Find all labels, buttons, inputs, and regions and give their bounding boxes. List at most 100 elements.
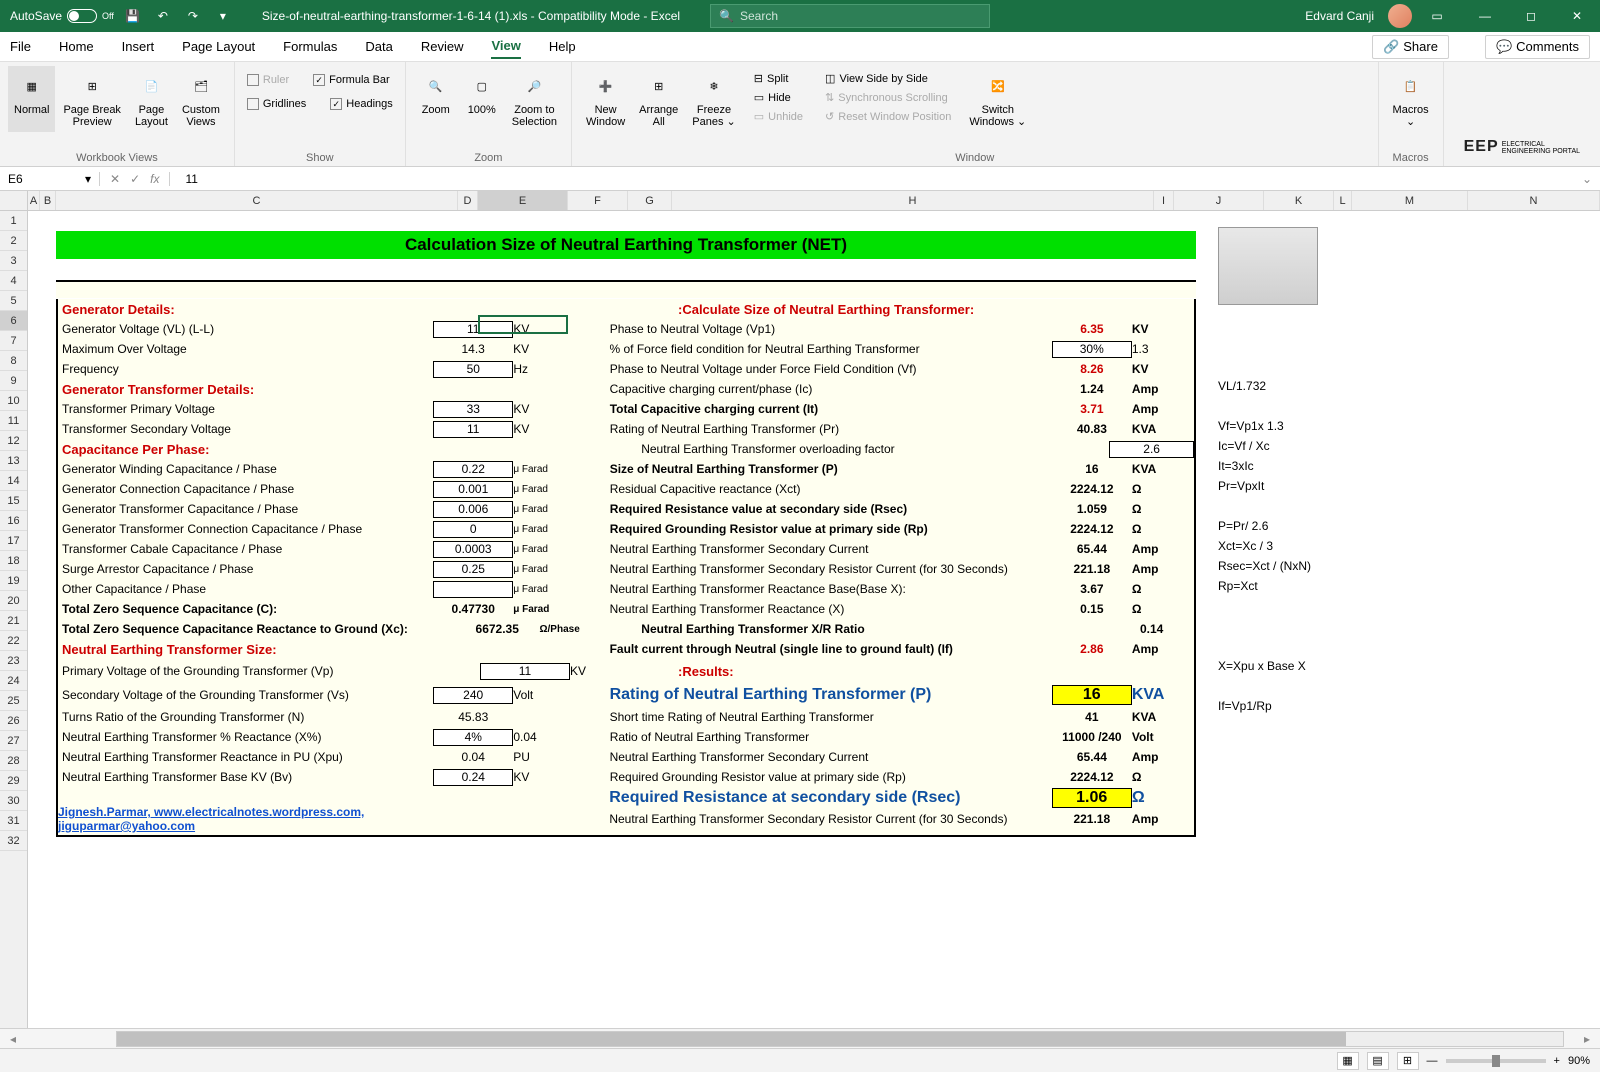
gtc-input[interactable]: 0.006 — [433, 501, 513, 518]
row-4[interactable]: 4 — [0, 271, 27, 291]
menu-page-layout[interactable]: Page Layout — [182, 35, 255, 58]
row-28[interactable]: 28 — [0, 751, 27, 771]
row-25[interactable]: 25 — [0, 691, 27, 711]
overload-factor-input[interactable]: 2.6 — [1109, 441, 1194, 458]
chk-ruler[interactable]: Ruler — [243, 72, 293, 88]
view-page-break[interactable]: ⊞Page Break Preview — [57, 66, 126, 132]
col-J[interactable]: J — [1174, 191, 1264, 210]
col-L[interactable]: L — [1334, 191, 1352, 210]
row-21[interactable]: 21 — [0, 611, 27, 631]
row-13[interactable]: 13 — [0, 451, 27, 471]
gwc-input[interactable]: 0.22 — [433, 461, 513, 478]
gcc-input[interactable]: 0.001 — [433, 481, 513, 498]
name-box[interactable]: E6▾ — [0, 172, 100, 186]
share-button[interactable]: 🔗 Share — [1372, 35, 1449, 59]
sync-scroll[interactable]: ⇅ Synchronous Scrolling — [821, 89, 955, 106]
menu-insert[interactable]: Insert — [122, 35, 155, 58]
minimize-button[interactable]: — — [1462, 0, 1508, 32]
col-I[interactable]: I — [1154, 191, 1174, 210]
split-button[interactable]: ⊟ Split — [750, 70, 807, 87]
view-normal[interactable]: ▦Normal — [8, 66, 55, 132]
search-box[interactable]: 🔍 — [710, 4, 990, 28]
row-19[interactable]: 19 — [0, 571, 27, 591]
col-C[interactable]: C — [56, 191, 458, 210]
col-G[interactable]: G — [628, 191, 672, 210]
cancel-formula-icon[interactable]: ✕ — [110, 172, 120, 186]
view-pagelayout-sb[interactable]: ▤ — [1367, 1052, 1389, 1070]
view-custom[interactable]: 🗂Custom Views — [176, 66, 226, 132]
col-F[interactable]: F — [568, 191, 628, 210]
gtcc-input[interactable]: 0 — [433, 521, 513, 538]
col-A[interactable]: A — [28, 191, 40, 210]
zoom-100[interactable]: ▢100% — [460, 66, 504, 132]
close-button[interactable]: ✕ — [1554, 0, 1600, 32]
menu-review[interactable]: Review — [421, 35, 464, 58]
user-avatar[interactable] — [1388, 4, 1412, 28]
row-30[interactable]: 30 — [0, 791, 27, 811]
select-all-corner[interactable] — [0, 191, 28, 210]
reset-window[interactable]: ↺ Reset Window Position — [821, 108, 955, 125]
menu-data[interactable]: Data — [365, 35, 392, 58]
autosave-toggle[interactable]: AutoSaveOff — [10, 9, 114, 23]
expand-formula-icon[interactable]: ⌄ — [1582, 172, 1600, 186]
row-23[interactable]: 23 — [0, 651, 27, 671]
row-11[interactable]: 11 — [0, 411, 27, 431]
qat-dropdown-icon[interactable]: ▾ — [212, 5, 234, 27]
row-10[interactable]: 10 — [0, 391, 27, 411]
netrx-input[interactable]: 4% — [433, 729, 513, 746]
trans-secondary-input[interactable]: 11 — [433, 421, 513, 438]
row-2[interactable]: 2 — [0, 231, 27, 251]
row-29[interactable]: 29 — [0, 771, 27, 791]
search-input[interactable] — [740, 9, 981, 23]
switch-windows[interactable]: 🔀Switch Windows ⌄ — [963, 66, 1032, 132]
row-8[interactable]: 8 — [0, 351, 27, 371]
menu-help[interactable]: Help — [549, 35, 576, 58]
col-B[interactable]: B — [40, 191, 56, 210]
row-22[interactable]: 22 — [0, 631, 27, 651]
col-D[interactable]: D — [458, 191, 478, 210]
col-E[interactable]: E — [478, 191, 568, 210]
row-9[interactable]: 9 — [0, 371, 27, 391]
zoom-selection[interactable]: 🔎Zoom to Selection — [506, 66, 563, 132]
chk-headings[interactable]: ✓Headings — [326, 96, 396, 112]
new-window[interactable]: ➕New Window — [580, 66, 631, 132]
row-17[interactable]: 17 — [0, 531, 27, 551]
row-16[interactable]: 16 — [0, 511, 27, 531]
chk-formula-bar[interactable]: ✓Formula Bar — [309, 72, 394, 88]
row-5[interactable]: 5 — [0, 291, 27, 311]
sac-input[interactable]: 0.25 — [433, 561, 513, 578]
col-K[interactable]: K — [1264, 191, 1334, 210]
row-3[interactable]: 3 — [0, 251, 27, 271]
undo-icon[interactable]: ↶ — [152, 5, 174, 27]
row-12[interactable]: 12 — [0, 431, 27, 451]
zoom-slider[interactable] — [1446, 1059, 1546, 1063]
row-20[interactable]: 20 — [0, 591, 27, 611]
frequency-input[interactable]: 50 — [433, 361, 513, 378]
zoom-in-icon[interactable]: + — [1554, 1055, 1560, 1067]
row-6[interactable]: 6 — [0, 311, 27, 331]
gen-voltage-input[interactable]: 11 — [433, 321, 513, 338]
menu-home[interactable]: Home — [59, 35, 94, 58]
row-1[interactable]: 1 — [0, 211, 27, 231]
row-18[interactable]: 18 — [0, 551, 27, 571]
maximize-button[interactable]: ◻ — [1508, 0, 1554, 32]
redo-icon[interactable]: ↷ — [182, 5, 204, 27]
fx-icon[interactable]: fx — [150, 172, 159, 186]
row-27[interactable]: 27 — [0, 731, 27, 751]
netbv-input[interactable]: 0.24 — [433, 769, 513, 786]
view-page-layout[interactable]: 📄Page Layout — [129, 66, 174, 132]
sheet-area[interactable]: Calculation Size of Neutral Earthing Tra… — [28, 211, 1600, 1028]
unhide-button[interactable]: ▭ Unhide — [750, 108, 807, 125]
row-14[interactable]: 14 — [0, 471, 27, 491]
save-icon[interactable]: 💾 — [122, 5, 144, 27]
author-link[interactable]: Jignesh.Parmar, www.electricalnotes.word… — [58, 805, 364, 833]
zoom-out-icon[interactable]: — — [1427, 1055, 1438, 1067]
oc-input[interactable] — [433, 581, 513, 598]
row-26[interactable]: 26 — [0, 711, 27, 731]
comments-button[interactable]: 💬 Comments — [1485, 35, 1590, 59]
trans-primary-input[interactable]: 33 — [433, 401, 513, 418]
svg-input[interactable]: 240 — [433, 687, 513, 704]
force-field-input[interactable]: 30% — [1052, 341, 1132, 358]
chk-gridlines[interactable]: Gridlines — [243, 96, 310, 112]
row-24[interactable]: 24 — [0, 671, 27, 691]
